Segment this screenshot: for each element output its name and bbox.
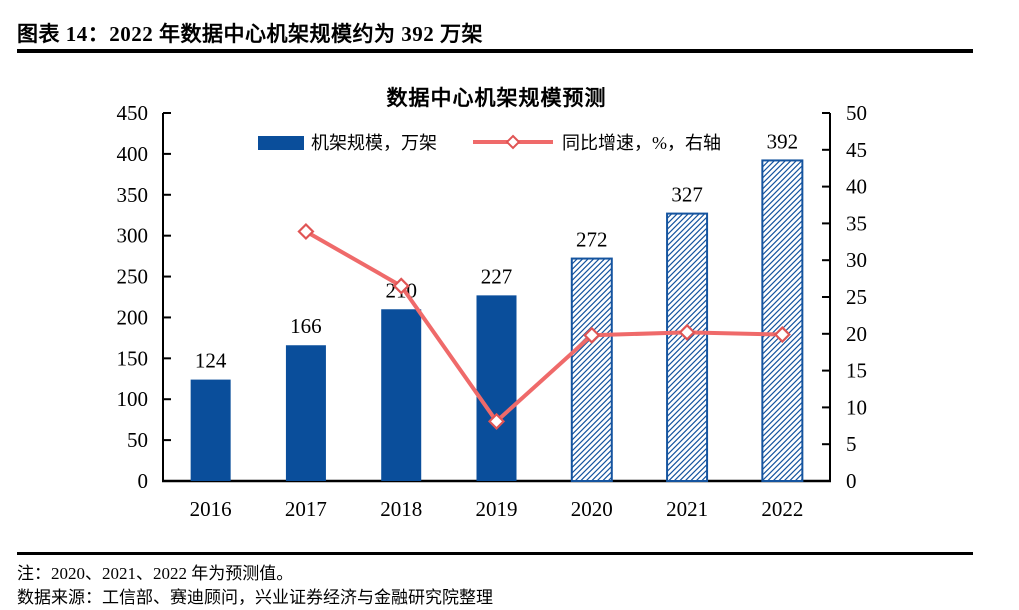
bar-2019 <box>476 295 517 481</box>
left-axis-tick-label: 250 <box>117 265 149 289</box>
growth-marker-2018 <box>392 277 410 295</box>
x-axis-label-2019: 2019 <box>476 497 518 521</box>
right-axis-tick-label: 25 <box>846 285 867 309</box>
x-axis-label-2017: 2017 <box>285 497 327 521</box>
legend-item-rack-scale: 机架规模，万架 <box>258 129 437 155</box>
left-axis-tick-label: 350 <box>117 183 149 207</box>
right-axis-tick-label: 5 <box>846 432 857 456</box>
left-axis-tick-label: 300 <box>117 224 149 248</box>
growth-marker-2022 <box>773 325 791 344</box>
bar-data-label: 327 <box>671 183 703 207</box>
x-axis-label-2018: 2018 <box>380 497 422 521</box>
bar-series-swatch <box>258 135 304 150</box>
bar-2021-forecast <box>666 212 709 482</box>
x-axis-label-2021: 2021 <box>666 497 708 521</box>
growth-marker-2019 <box>487 412 506 430</box>
chart-legend: 机架规模，万架 同比增速，%，右轴 <box>258 129 721 155</box>
line-series-swatch <box>473 134 553 150</box>
right-axis-tick-label: 50 <box>846 101 867 125</box>
left-axis-tick-label: 400 <box>117 142 149 166</box>
left-axis-tick-label: 50 <box>127 428 148 452</box>
bar-2022-forecast <box>761 159 804 482</box>
right-axis-tick-label: 35 <box>846 211 867 235</box>
growth-marker-2017 <box>297 222 315 241</box>
right-axis-tick-label: 20 <box>846 322 867 346</box>
bar-data-label: 166 <box>290 314 322 338</box>
bar-data-label: 124 <box>195 349 227 373</box>
growth-marker-2020 <box>583 326 601 344</box>
header-divider-rule <box>17 49 973 53</box>
right-axis-tick-label: 40 <box>846 175 867 199</box>
left-axis-tick-label: 200 <box>117 305 149 329</box>
x-axis-label-2016: 2016 <box>190 497 232 521</box>
legend-label-growth: 同比增速，%，右轴 <box>562 133 721 153</box>
right-axis-tick-label: 0 <box>846 469 857 493</box>
bar-2018 <box>381 309 422 481</box>
bar-data-label: 227 <box>481 264 513 288</box>
legend-label-rack-scale: 机架规模，万架 <box>311 133 437 153</box>
right-axis-tick-label: 45 <box>846 138 867 162</box>
x-axis-label-2020: 2020 <box>571 497 613 521</box>
bar-data-label: 272 <box>576 228 608 252</box>
left-axis-tick-label: 0 <box>138 469 149 493</box>
forecast-note: 注：2020、2021、2022 年为预测值。 <box>17 564 294 583</box>
left-axis-tick-label: 450 <box>117 101 149 125</box>
left-axis-tick-label: 150 <box>117 346 149 370</box>
left-axis-tick-label: 100 <box>117 387 149 411</box>
footer-divider-rule <box>17 552 973 555</box>
growth-line <box>304 229 783 425</box>
right-axis-tick-label: 30 <box>846 248 867 272</box>
right-axis-tick-label: 15 <box>846 359 867 383</box>
legend-item-growth: 同比增速，%，右轴 <box>471 129 721 155</box>
right-axis-tick-label: 10 <box>846 395 867 419</box>
x-axis-label-2022: 2022 <box>761 497 803 521</box>
data-source-note: 数据来源：工信部、赛迪顾问，兴业证券经济与金融研究院整理 <box>17 588 493 607</box>
bar-2017 <box>285 345 326 481</box>
figure-header-title: 图表 14：2022 年数据中心机架规模约为 392 万架 <box>17 22 483 46</box>
bar-2020-forecast <box>570 257 613 483</box>
bar-2016 <box>190 379 231 481</box>
chart-title: 数据中心机架规模预测 <box>386 86 607 110</box>
bar-data-label: 392 <box>767 129 799 153</box>
growth-marker-2021 <box>678 323 696 341</box>
